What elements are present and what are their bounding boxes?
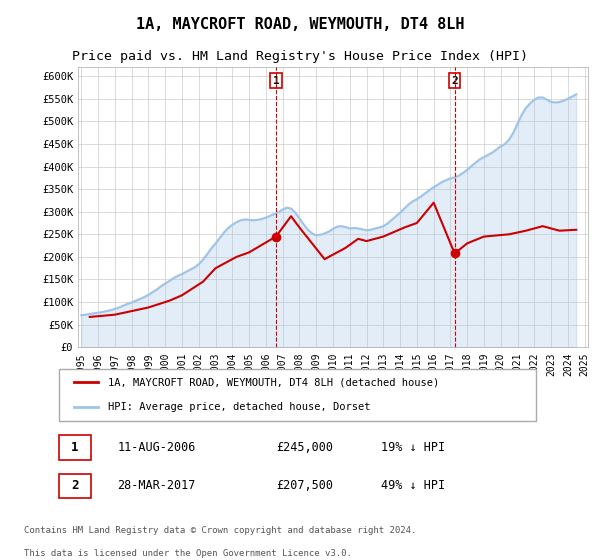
Text: 1: 1	[71, 441, 79, 454]
Text: 28-MAR-2017: 28-MAR-2017	[118, 479, 196, 492]
Text: 2: 2	[451, 76, 458, 86]
Text: This data is licensed under the Open Government Licence v3.0.: This data is licensed under the Open Gov…	[24, 549, 352, 558]
Text: 1A, MAYCROFT ROAD, WEYMOUTH, DT4 8LH (detached house): 1A, MAYCROFT ROAD, WEYMOUTH, DT4 8LH (de…	[108, 377, 439, 388]
Text: Contains HM Land Registry data © Crown copyright and database right 2024.: Contains HM Land Registry data © Crown c…	[24, 526, 416, 535]
Text: Price paid vs. HM Land Registry's House Price Index (HPI): Price paid vs. HM Land Registry's House …	[72, 50, 528, 63]
Text: 19% ↓ HPI: 19% ↓ HPI	[382, 441, 445, 454]
Text: £245,000: £245,000	[276, 441, 333, 454]
Text: HPI: Average price, detached house, Dorset: HPI: Average price, detached house, Dors…	[108, 402, 371, 412]
Text: 11-AUG-2006: 11-AUG-2006	[118, 441, 196, 454]
Text: 1: 1	[272, 76, 280, 86]
Text: £207,500: £207,500	[276, 479, 333, 492]
FancyBboxPatch shape	[59, 474, 91, 498]
FancyBboxPatch shape	[59, 369, 536, 421]
Text: 49% ↓ HPI: 49% ↓ HPI	[382, 479, 445, 492]
Text: 2: 2	[71, 479, 79, 492]
Text: 1A, MAYCROFT ROAD, WEYMOUTH, DT4 8LH: 1A, MAYCROFT ROAD, WEYMOUTH, DT4 8LH	[136, 17, 464, 32]
FancyBboxPatch shape	[59, 435, 91, 460]
